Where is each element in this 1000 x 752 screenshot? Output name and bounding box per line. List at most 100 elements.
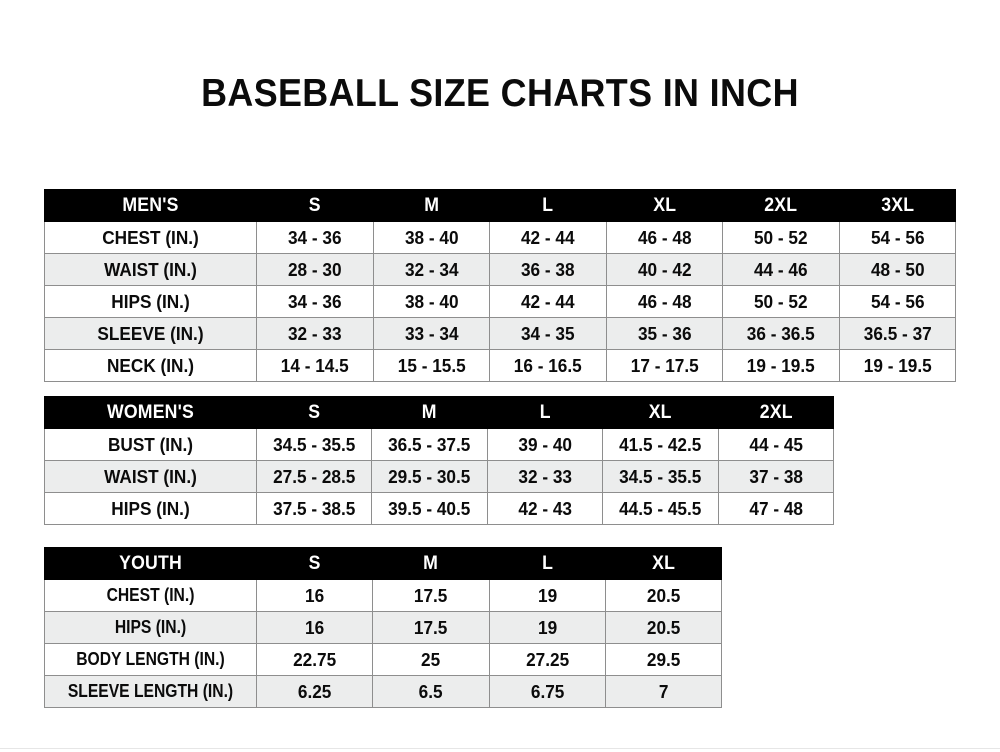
measurement-cell: 32 - 33 [256, 317, 374, 350]
measurement-cell: 16 [255, 579, 374, 612]
womens-size-chart: WOMEN'S S M L XL 2XL BUST (IN.) 34.5 - 35.5 36.5… [44, 396, 835, 525]
category-header: MEN'S [44, 189, 257, 222]
measurement-value: 39.5 - 40.5 [388, 497, 471, 519]
measurement-cell: 27.5 - 28.5 [255, 460, 373, 493]
row-label: BODY LENGTH (IN.) [44, 643, 257, 676]
measurement-value: 37 - 38 [748, 465, 803, 487]
header-label: WOMEN'S [107, 401, 194, 423]
measurement-value: 54 - 56 [870, 290, 925, 312]
size-header-3xl: 3XL [838, 189, 956, 222]
header-label: 2XL [764, 194, 798, 216]
table-row: HIPS (IN.) 34 - 36 38 - 40 42 - 44 46 - 48 50… [44, 285, 956, 318]
row-label: HIPS (IN.) [44, 285, 257, 318]
measurement-cell: 34 - 35 [489, 317, 607, 350]
table-header-row: WOMEN'S S M L XL 2XL [44, 396, 835, 429]
measurement-cell: 14 - 14.5 [256, 349, 374, 382]
header-label: 2XL [759, 401, 793, 423]
size-header-m: M [371, 396, 488, 429]
header-label: S [308, 401, 321, 423]
measurement-value: 34 - 35 [520, 322, 575, 344]
measurement-cell: 17.5 [372, 611, 490, 644]
measurement-cell: 34 - 36 [256, 221, 374, 254]
measurement-cell: 44.5 - 45.5 [602, 492, 719, 525]
measurement-cell: 42 - 44 [489, 285, 607, 318]
measurement-cell: 50 - 52 [722, 221, 840, 254]
table-row: WAIST (IN.) 27.5 - 28.5 29.5 - 30.5 32 - 33… [44, 460, 835, 493]
table-row: SLEEVE (IN.) 32 - 33 33 - 34 34 - 35 35 - 36… [44, 317, 956, 350]
measurement-cell: 29.5 [604, 643, 723, 676]
measurement-value: 19 [537, 584, 557, 606]
measurement-cell: 19 - 19.5 [838, 349, 956, 382]
measurement-value: 32 - 34 [404, 258, 459, 280]
measurement-cell: 25 [372, 643, 490, 676]
measurement-cell: 39 - 40 [486, 428, 604, 461]
table-row: CHEST (IN.) 34 - 36 38 - 40 42 - 44 46 - 48 5… [44, 221, 956, 254]
header-label: YOUTH [119, 552, 182, 574]
table-row: BUST (IN.) 34.5 - 35.5 36.5 - 37.5 39 - 40 4… [44, 428, 835, 461]
measurement-cell: 6.75 [488, 675, 606, 708]
row-label-text: HIPS (IN.) [114, 617, 187, 637]
measurement-value: 16 - 16.5 [513, 354, 582, 376]
measurement-value: 44 - 45 [748, 433, 803, 455]
measurement-value: 50 - 52 [753, 290, 808, 312]
header-label: L [541, 552, 553, 574]
row-label: BUST (IN.) [44, 428, 257, 461]
header-label: L [542, 194, 554, 216]
measurement-value: 38 - 40 [404, 290, 459, 312]
measurement-cell: 36.5 - 37.5 [371, 428, 488, 461]
measurement-value: 42 - 44 [520, 290, 575, 312]
size-header-2xl: 2XL [722, 189, 840, 222]
measurement-cell: 47 - 48 [717, 492, 835, 525]
row-label: SLEEVE LENGTH (IN.) [44, 675, 257, 708]
measurement-cell: 32 - 33 [486, 460, 604, 493]
measurement-value: 27.5 - 28.5 [273, 465, 356, 487]
measurement-cell: 42 - 43 [486, 492, 604, 525]
measurement-value: 17 - 17.5 [630, 354, 699, 376]
bottom-divider [0, 748, 1000, 749]
measurement-value: 32 - 33 [287, 322, 342, 344]
size-header-s: S [256, 189, 374, 222]
header-label: 3XL [880, 194, 914, 216]
header-label: XL [652, 194, 676, 216]
measurement-value: 15 - 15.5 [397, 354, 466, 376]
row-label-text: CHEST (IN.) [102, 226, 199, 248]
table-row: HIPS (IN.) 16 17.5 19 20.5 [44, 611, 723, 644]
measurement-value: 42 - 43 [518, 497, 572, 519]
measurement-cell: 34 - 36 [256, 285, 374, 318]
category-header: YOUTH [44, 547, 257, 580]
measurement-cell: 34.5 - 35.5 [602, 460, 719, 493]
row-label: CHEST (IN.) [44, 579, 257, 612]
row-label: WAIST (IN.) [44, 460, 257, 493]
measurement-value: 29.5 [646, 648, 681, 670]
measurement-value: 36 - 38 [520, 258, 575, 280]
measurement-cell: 32 - 34 [372, 253, 490, 286]
measurement-cell: 20.5 [604, 611, 723, 644]
measurement-value: 54 - 56 [870, 226, 925, 248]
measurement-value: 36 - 36.5 [746, 322, 815, 344]
measurement-value: 7 [658, 680, 669, 702]
measurement-cell: 44 - 46 [722, 253, 840, 286]
measurement-value: 6.75 [530, 680, 564, 702]
measurement-value: 20.5 [646, 584, 681, 606]
measurement-value: 6.5 [418, 680, 443, 702]
measurement-cell: 35 - 36 [605, 317, 723, 350]
measurement-value: 14 - 14.5 [280, 354, 349, 376]
row-label: WAIST (IN.) [44, 253, 257, 286]
measurement-value: 47 - 48 [748, 497, 803, 519]
measurement-cell: 19 - 19.5 [722, 349, 840, 382]
header-label: XL [651, 552, 675, 574]
header-label: M [422, 401, 438, 423]
measurement-cell: 37.5 - 38.5 [255, 492, 373, 525]
size-header-l: L [488, 547, 606, 580]
row-label: CHEST (IN.) [44, 221, 257, 254]
size-header-l: L [489, 189, 607, 222]
measurement-cell: 7 [604, 675, 723, 708]
measurement-value: 42 - 44 [520, 226, 575, 248]
measurement-cell: 50 - 52 [722, 285, 840, 318]
measurement-value: 37.5 - 38.5 [273, 497, 356, 519]
header-label: M [423, 552, 439, 574]
measurement-value: 48 - 50 [870, 258, 925, 280]
measurement-value: 35 - 36 [637, 322, 692, 344]
womens-table: WOMEN'S S M L XL 2XL BUST (IN.) 34.5 - 35.5 36.5… [44, 396, 835, 525]
measurement-cell: 22.75 [255, 643, 374, 676]
